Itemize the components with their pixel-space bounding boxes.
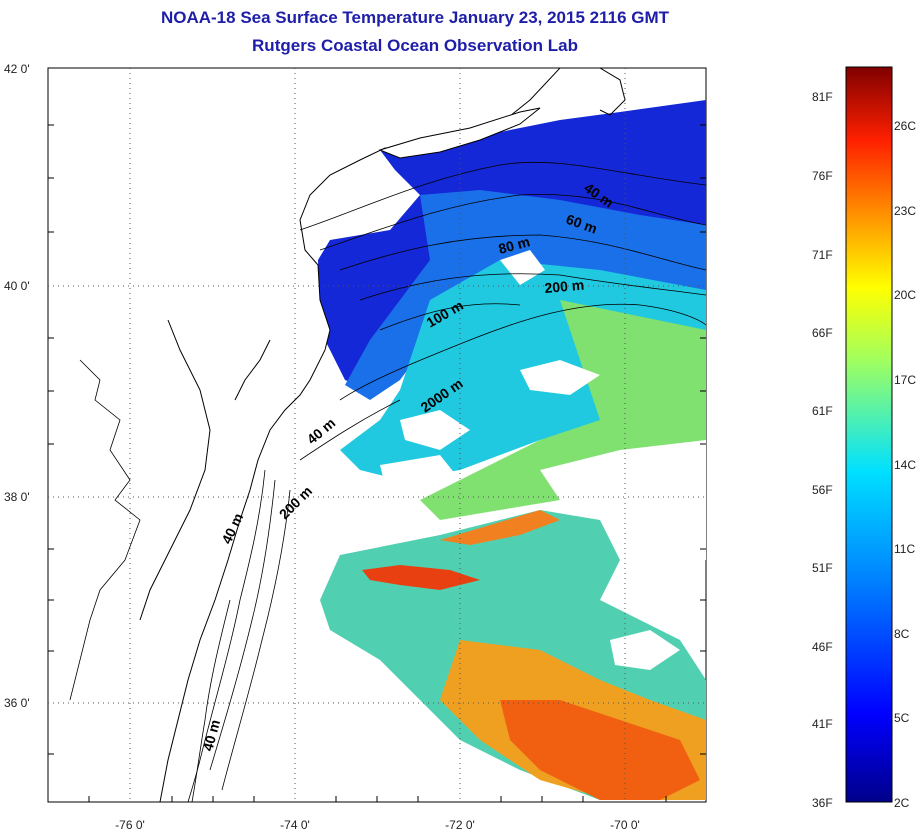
- cloud-gap: [540, 440, 706, 560]
- colorbar-c-label: 26C: [894, 119, 917, 133]
- depth-label-40m-s2: 40 m: [199, 718, 223, 753]
- colorbar-c-label: 17C: [894, 373, 917, 387]
- map-title: NOAA-18 Sea Surface Temperature January …: [160, 8, 670, 27]
- colorbar-f-label: 71F: [812, 248, 833, 262]
- colorbar-f-label: 36F: [812, 796, 833, 810]
- frame-ticks: [48, 124, 706, 802]
- colorbar-f-label: 46F: [812, 640, 833, 654]
- colorbar-f-label: 76F: [812, 169, 833, 183]
- colorbar-c-label: 2C: [894, 796, 910, 810]
- cloud-gap: [520, 360, 600, 395]
- cloud-gap: [500, 250, 545, 285]
- sst-warm-filament: [362, 565, 480, 590]
- sst-blue-band: [345, 190, 706, 400]
- colorbar-f-label: 41F: [812, 717, 833, 731]
- bathymetry-contours: [187, 161, 706, 802]
- y-tick-label: 36 0': [4, 696, 30, 710]
- colorbar-c-label: 11C: [894, 542, 916, 556]
- x-tick-label: -72 0': [445, 818, 475, 832]
- colorbar-f-label: 66F: [812, 326, 833, 340]
- colorbar-f-label: 56F: [812, 483, 833, 497]
- chesapeake-bay: [139, 319, 211, 621]
- map-subtitle: Rutgers Coastal Ocean Observation Lab: [252, 36, 578, 55]
- cloud-gap: [400, 410, 470, 450]
- sst-hot-core: [500, 700, 700, 800]
- cloud-gap: [380, 455, 460, 495]
- colorbar-c-label: 8C: [894, 627, 910, 641]
- colorbar-f-label: 61F: [812, 404, 833, 418]
- depth-label-80m: 80 m: [497, 233, 532, 257]
- y-tick-label: 40 0': [4, 279, 30, 293]
- y-tick-label: 38 0': [4, 490, 30, 504]
- colorbar-c-label: 5C: [894, 711, 910, 725]
- colorbar-f-label: 51F: [812, 561, 833, 575]
- coast-detail: [69, 359, 141, 701]
- colorbar: [845, 66, 893, 803]
- sst-warm-filament-2: [440, 510, 560, 545]
- colorbar-f-label: 81F: [812, 90, 833, 104]
- y-tick-label: 42 0': [4, 62, 30, 76]
- x-tick-label: -74 0': [280, 818, 310, 832]
- colorbar-c-label: 14C: [894, 458, 917, 472]
- colorbar-c-label: 23C: [894, 204, 917, 218]
- cape-cod: [599, 68, 626, 116]
- delaware-bay: [234, 339, 271, 401]
- cloud-gap: [610, 630, 680, 670]
- colorbar-c-label: 20C: [894, 288, 917, 302]
- x-tick-label: -70 0': [610, 818, 640, 832]
- x-tick-label: -76 0': [115, 818, 145, 832]
- depth-label-200m-ne: 200 m: [544, 277, 585, 296]
